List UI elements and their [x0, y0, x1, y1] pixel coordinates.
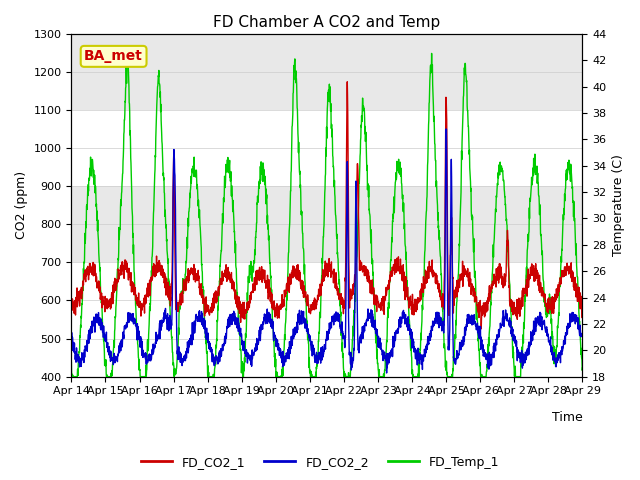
Title: FD Chamber A CO2 and Temp: FD Chamber A CO2 and Temp — [213, 15, 440, 30]
X-axis label: Time: Time — [552, 411, 582, 424]
Y-axis label: CO2 (ppm): CO2 (ppm) — [15, 171, 28, 240]
Legend: FD_CO2_1, FD_CO2_2, FD_Temp_1: FD_CO2_1, FD_CO2_2, FD_Temp_1 — [136, 451, 504, 474]
Bar — [72, 186, 582, 263]
Text: BA_met: BA_met — [84, 49, 143, 63]
Bar — [72, 34, 582, 110]
Y-axis label: Temperature (C): Temperature (C) — [612, 155, 625, 256]
